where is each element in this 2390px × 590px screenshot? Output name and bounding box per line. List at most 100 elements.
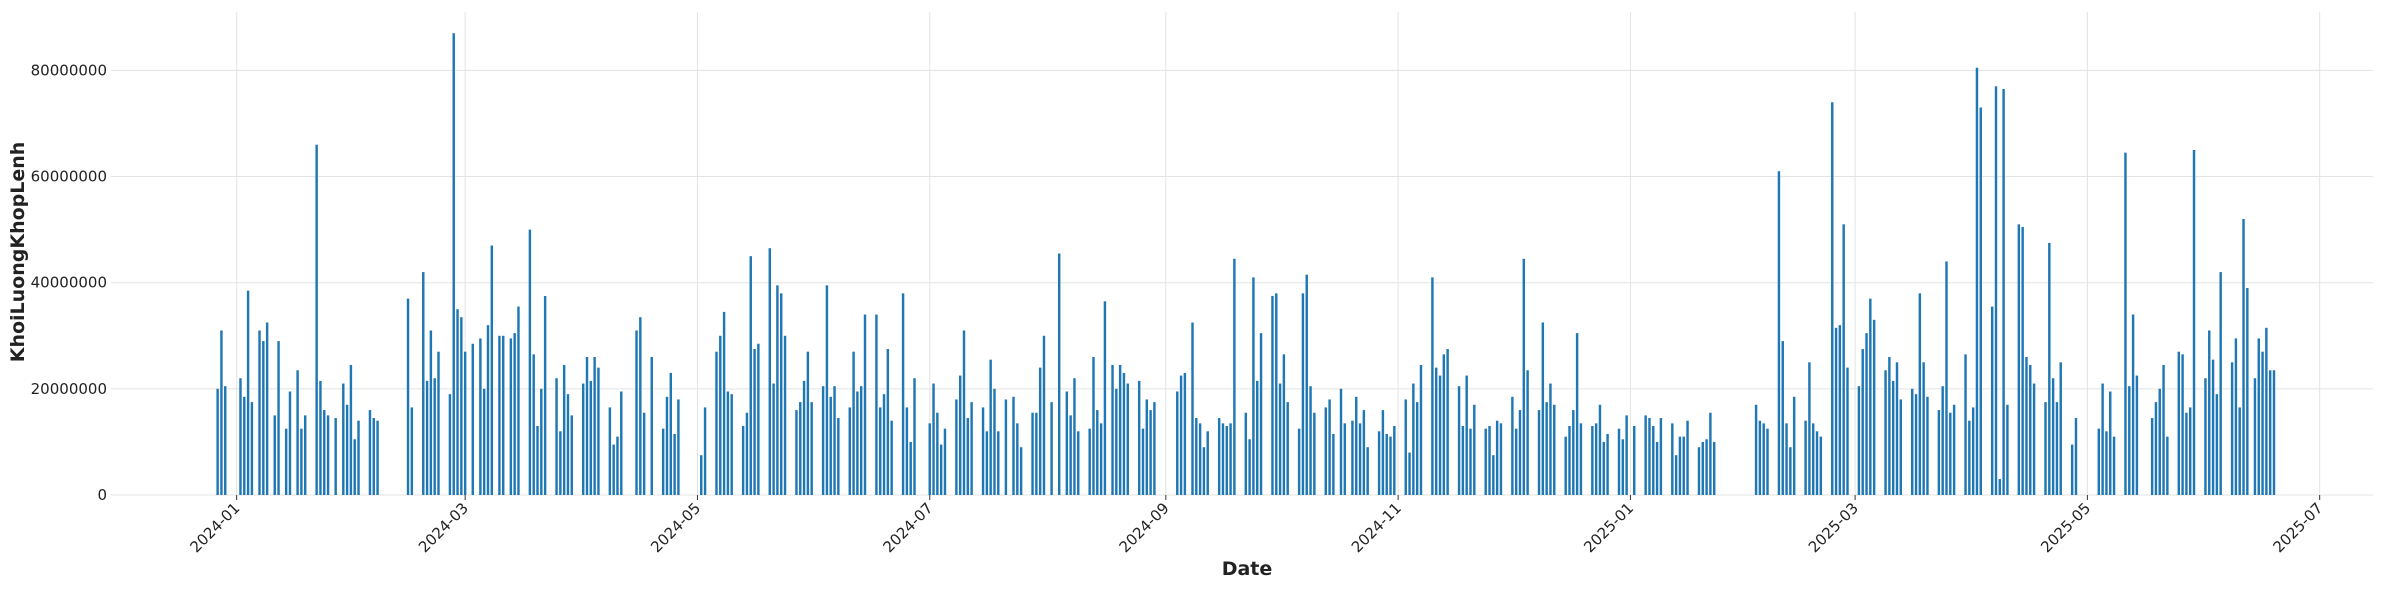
bar	[368, 410, 372, 495]
bar	[2177, 351, 2181, 495]
bar	[730, 394, 733, 495]
bar	[1869, 298, 1872, 495]
bar	[1846, 367, 1849, 495]
bar	[509, 338, 513, 495]
bar	[856, 391, 859, 495]
bar	[246, 290, 250, 495]
bar	[848, 407, 851, 495]
bar	[1781, 341, 1784, 495]
bar	[608, 407, 612, 495]
bar	[958, 375, 962, 495]
bar	[422, 272, 425, 495]
bar	[1016, 423, 1019, 495]
bar	[1922, 362, 1925, 495]
bar	[1278, 383, 1282, 495]
bar	[1891, 380, 1895, 495]
bar	[319, 380, 322, 495]
bar	[1351, 420, 1354, 495]
bar	[616, 436, 619, 495]
bar	[1549, 383, 1552, 495]
bar	[1941, 386, 1944, 495]
bar	[2242, 219, 2245, 495]
bar	[837, 418, 840, 495]
bar	[585, 357, 589, 495]
bar	[2070, 444, 2074, 495]
bar	[1393, 426, 1396, 495]
bar	[997, 431, 1000, 495]
bar	[799, 402, 802, 495]
bar	[1297, 428, 1301, 495]
bar	[1652, 426, 1655, 495]
bar	[1758, 420, 1762, 495]
bar	[2208, 330, 2211, 495]
bar	[437, 351, 440, 495]
bar	[479, 338, 482, 495]
bar	[1899, 399, 1903, 495]
bar	[810, 402, 813, 495]
bar	[2238, 407, 2241, 495]
bar	[1096, 410, 1099, 495]
bar	[1431, 277, 1434, 495]
bar	[829, 396, 832, 495]
bar	[833, 386, 836, 495]
bar	[1050, 402, 1053, 495]
bar	[1366, 447, 1369, 495]
bar	[1179, 375, 1183, 495]
bar	[1838, 325, 1842, 495]
bar	[1621, 439, 1625, 495]
bar	[985, 431, 989, 495]
bar	[1671, 423, 1674, 495]
bar	[1149, 410, 1152, 495]
bar	[1598, 404, 1602, 495]
bar	[502, 335, 505, 495]
bar	[425, 380, 429, 495]
bar	[1949, 412, 1952, 495]
bar	[216, 388, 219, 495]
bar	[1313, 412, 1316, 495]
bar	[1617, 428, 1621, 495]
bar	[772, 383, 775, 495]
bar	[806, 351, 810, 495]
x-tick-label: 2024-03	[415, 499, 472, 556]
bar	[1103, 301, 1107, 495]
bar	[673, 433, 676, 495]
bar	[1492, 455, 1495, 495]
bar	[943, 428, 947, 495]
bar	[1918, 293, 1922, 495]
bar	[932, 383, 935, 495]
bar	[540, 388, 543, 495]
bar	[1286, 402, 1289, 495]
bar	[757, 343, 760, 495]
bar	[345, 404, 349, 495]
bar	[1553, 404, 1556, 495]
x-tick-label: 2025-03	[1805, 499, 1862, 556]
bar	[989, 359, 992, 495]
bar	[1602, 441, 1605, 495]
bar	[886, 349, 890, 495]
bar	[2105, 431, 2108, 495]
bar	[749, 256, 752, 495]
bar	[1004, 399, 1008, 495]
bar	[780, 293, 783, 495]
bar	[1655, 441, 1659, 495]
bar	[642, 412, 646, 495]
bar	[1115, 388, 1118, 495]
bar	[1202, 447, 1206, 495]
bar	[1785, 423, 1788, 495]
bar	[1834, 327, 1838, 495]
bar	[1499, 423, 1503, 495]
bar	[1442, 354, 1446, 495]
bar	[2219, 272, 2222, 495]
bar	[1606, 433, 1609, 495]
bar	[2150, 418, 2154, 495]
bar	[635, 330, 638, 495]
bar	[326, 415, 330, 495]
bar	[1271, 295, 1274, 495]
bar	[262, 341, 265, 495]
bar	[1865, 333, 1868, 495]
bar	[1465, 375, 1468, 495]
bar	[1469, 428, 1472, 495]
bar	[1633, 426, 1636, 495]
bar	[1229, 423, 1232, 495]
bar	[2188, 407, 2192, 495]
